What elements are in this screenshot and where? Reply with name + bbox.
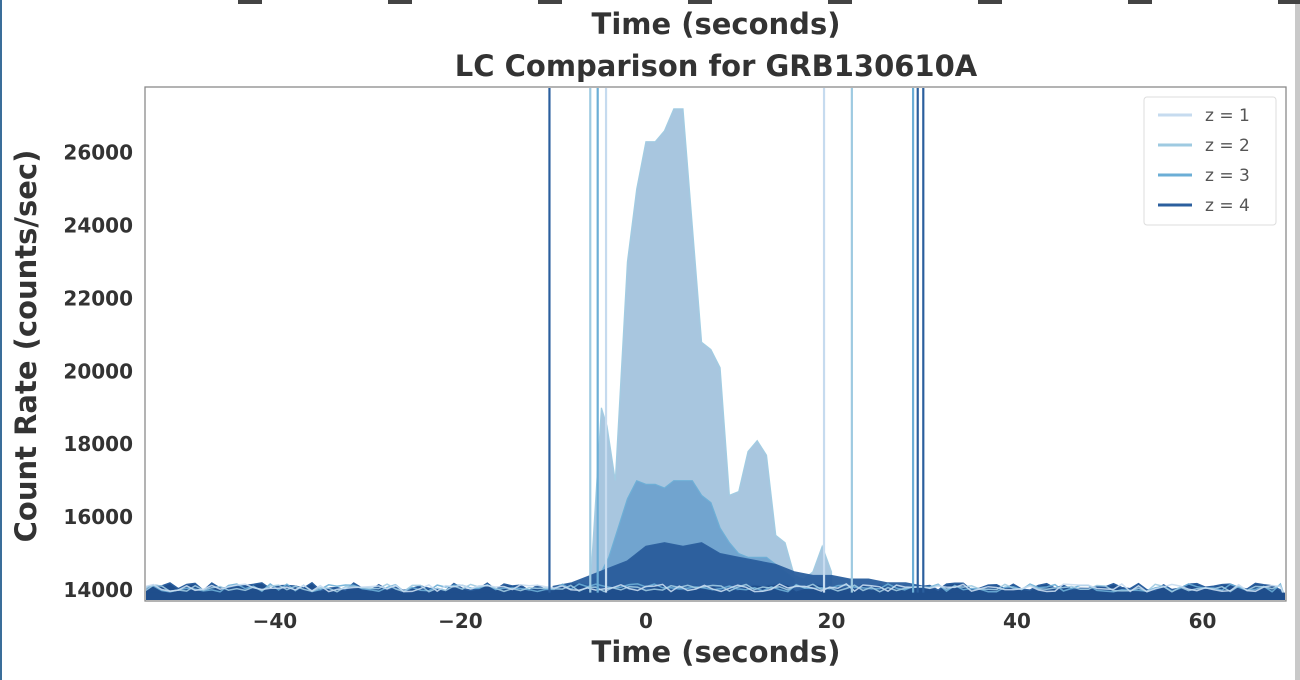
top-residue-mark <box>388 0 412 4</box>
top-axis-tick-residue <box>238 0 1300 4</box>
window-scrollbar-edge <box>1295 0 1300 680</box>
plot-layer <box>146 88 1285 600</box>
y-tick-label: 14000 <box>63 578 133 602</box>
x-tick-label: 40 <box>1003 609 1031 633</box>
series-baseline-z2 <box>146 583 1285 600</box>
x-axis-label: Time (seconds) <box>592 635 841 669</box>
legend-box <box>1143 96 1277 226</box>
x-tick-label: 20 <box>818 609 846 633</box>
y-tick-label: 24000 <box>63 214 133 238</box>
series-baseline-z1 <box>146 583 1285 600</box>
legend-label-z3: z = 3 <box>1205 166 1250 186</box>
legend: z = 1 z = 2 z = 3 z = 4 <box>1143 96 1277 226</box>
window-border-left <box>0 0 2 680</box>
x-tick-label: 0 <box>639 609 653 633</box>
y-axis-ticks: 14000 16000 18000 20000 22000 24000 26000 <box>63 141 133 602</box>
y-tick-label: 22000 <box>63 286 133 310</box>
baseline-band <box>146 592 1285 600</box>
y-tick-label: 18000 <box>63 432 133 456</box>
y-axis-label: Count Rate (counts/sec) <box>9 150 43 543</box>
series-baseline-z3 <box>146 582 1285 600</box>
top-residue-mark <box>688 0 712 4</box>
x-tick-label: 60 <box>1189 609 1217 633</box>
y-tick-label: 26000 <box>63 141 133 165</box>
top-residue-mark <box>828 0 852 4</box>
top-residue-mark <box>538 0 562 4</box>
top-residue-mark <box>978 0 1002 4</box>
legend-label-z1: z = 1 <box>1205 106 1250 126</box>
legend-label-z4: z = 4 <box>1205 196 1250 216</box>
x-axis-ticks: −40 −20 0 20 40 60 <box>253 609 1217 633</box>
top-residue-mark <box>1128 0 1152 4</box>
x-tick-label: −40 <box>253 609 298 633</box>
legend-label-z2: z = 2 <box>1205 136 1250 156</box>
x-tick-label: −20 <box>438 609 483 633</box>
top-residue-mark <box>1278 0 1300 4</box>
chart-title: LC Comparison for GRB130610A <box>455 49 978 83</box>
top-residue-mark <box>238 0 262 4</box>
top-plot-x-axis-label: Time (seconds) <box>592 7 841 41</box>
y-tick-label: 20000 <box>63 359 133 383</box>
y-tick-label: 16000 <box>63 505 133 529</box>
